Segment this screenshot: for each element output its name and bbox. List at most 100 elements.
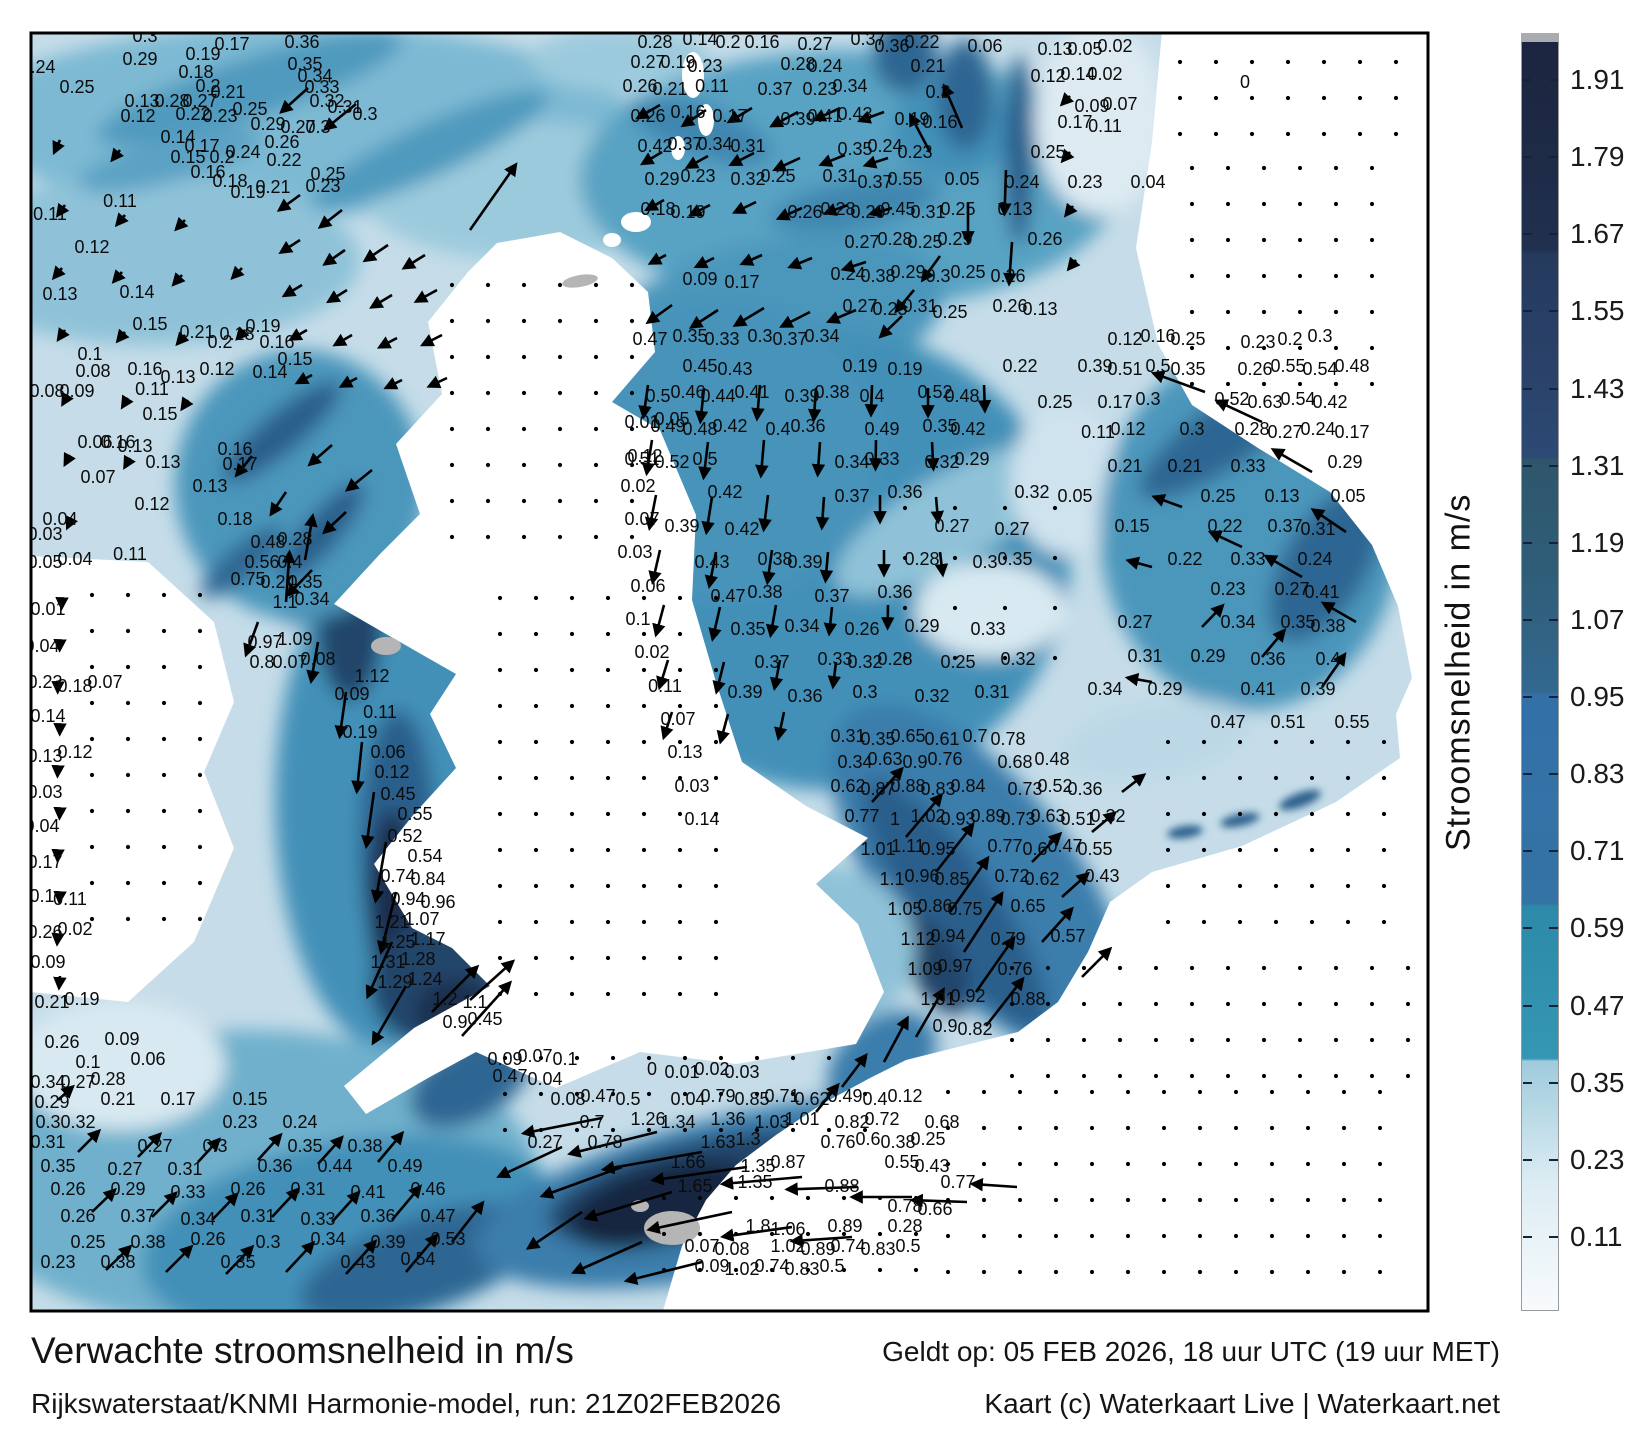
svg-text:0.22: 0.22 <box>904 32 939 52</box>
svg-text:0.16: 0.16 <box>1140 326 1175 346</box>
colorbar-tick-label: 1.43 <box>1570 372 1625 404</box>
svg-text:0: 0 <box>1240 72 1250 92</box>
svg-text:0.39: 0.39 <box>780 109 815 129</box>
svg-text:1.26: 1.26 <box>630 1109 665 1129</box>
svg-text:0.3: 0.3 <box>972 552 997 572</box>
map-title: Verwachte stroomsnelheid in m/s <box>31 1330 574 1371</box>
svg-text:0.13: 0.13 <box>1037 39 1072 59</box>
svg-text:0.06: 0.06 <box>130 1049 165 1069</box>
svg-text:0.04: 0.04 <box>57 549 92 569</box>
svg-text:0.22: 0.22 <box>1167 549 1202 569</box>
svg-text:0.33: 0.33 <box>817 649 852 669</box>
svg-text:0.31: 0.31 <box>730 136 765 156</box>
svg-text:0.07: 0.07 <box>517 1046 552 1066</box>
svg-text:0.35: 0.35 <box>672 326 707 346</box>
svg-text:1.35: 1.35 <box>740 1156 775 1176</box>
svg-text:0.29: 0.29 <box>890 262 925 282</box>
svg-text:1.02: 1.02 <box>770 1236 805 1256</box>
svg-text:0.38: 0.38 <box>1310 616 1345 636</box>
svg-text:0.3: 0.3 <box>305 117 330 137</box>
svg-text:0.3: 0.3 <box>747 326 772 346</box>
svg-text:0.13: 0.13 <box>1022 299 1057 319</box>
svg-text:0.27: 0.27 <box>107 1159 142 1179</box>
model-run-caption: Rijkswaterstaat/KNMI Harmonie-model, run… <box>31 1388 782 1419</box>
svg-text:0.38: 0.38 <box>747 582 782 602</box>
svg-text:1.17: 1.17 <box>410 929 445 949</box>
svg-text:0.05: 0.05 <box>944 169 979 189</box>
svg-text:1.12: 1.12 <box>900 929 935 949</box>
svg-text:0.1: 0.1 <box>552 1049 577 1069</box>
svg-text:0.05: 0.05 <box>1067 39 1102 59</box>
svg-text:0.4: 0.4 <box>859 386 884 406</box>
svg-text:0.11: 0.11 <box>363 702 397 722</box>
svg-text:0.73: 0.73 <box>1000 809 1035 829</box>
svg-text:0.23: 0.23 <box>1210 579 1245 599</box>
svg-text:0.16: 0.16 <box>190 162 225 182</box>
svg-text:0.47: 0.47 <box>580 1086 615 1106</box>
svg-text:0.26: 0.26 <box>1237 359 1272 379</box>
svg-text:0.19: 0.19 <box>660 52 695 72</box>
svg-text:0.19: 0.19 <box>842 356 877 376</box>
svg-text:0.27: 0.27 <box>994 519 1029 539</box>
svg-text:0.26: 0.26 <box>264 132 299 152</box>
svg-text:1.01: 1.01 <box>784 1109 819 1129</box>
svg-text:0.39: 0.39 <box>1077 356 1112 376</box>
svg-text:0.22: 0.22 <box>1002 356 1037 376</box>
svg-text:0.38: 0.38 <box>100 1252 135 1272</box>
svg-text:0.03: 0.03 <box>674 776 709 796</box>
svg-text:1.01: 1.01 <box>920 989 955 1009</box>
svg-text:0.3: 0.3 <box>925 82 950 102</box>
svg-text:0.35: 0.35 <box>287 572 322 592</box>
svg-text:0.27: 0.27 <box>630 52 665 72</box>
svg-text:0.35: 0.35 <box>837 139 872 159</box>
svg-text:0.43: 0.43 <box>1084 866 1119 886</box>
svg-text:0.12: 0.12 <box>199 359 234 379</box>
svg-text:0.51: 0.51 <box>1107 359 1142 379</box>
svg-text:0.19: 0.19 <box>185 44 220 64</box>
svg-text:0.34: 0.34 <box>697 134 732 154</box>
svg-text:0.32: 0.32 <box>924 452 959 472</box>
svg-text:1.07: 1.07 <box>404 909 439 929</box>
svg-text:0.3: 0.3 <box>255 1232 280 1252</box>
svg-text:0.29: 0.29 <box>1190 646 1225 666</box>
svg-text:0.33: 0.33 <box>704 329 739 349</box>
svg-text:0.27: 0.27 <box>1267 422 1302 442</box>
svg-text:0.82: 0.82 <box>957 1019 992 1039</box>
svg-text:1.1: 1.1 <box>462 992 487 1012</box>
svg-text:0.25: 0.25 <box>70 1232 105 1252</box>
svg-text:0.35: 0.35 <box>287 1136 322 1156</box>
svg-text:0.24: 0.24 <box>20 57 55 77</box>
svg-text:0.07: 0.07 <box>272 652 307 672</box>
svg-text:0.08: 0.08 <box>714 1239 749 1259</box>
svg-text:0.12: 0.12 <box>74 237 109 257</box>
svg-text:0.22: 0.22 <box>266 150 301 170</box>
svg-text:0.42: 0.42 <box>724 519 759 539</box>
svg-text:0.49: 0.49 <box>650 416 685 436</box>
svg-text:0.72: 0.72 <box>994 866 1029 886</box>
svg-text:1.3: 1.3 <box>735 1129 760 1149</box>
svg-text:0.11: 0.11 <box>135 379 169 399</box>
svg-text:0.89: 0.89 <box>800 1239 835 1259</box>
svg-text:0.17: 0.17 <box>184 136 219 156</box>
svg-text:0.18: 0.18 <box>57 676 92 696</box>
svg-text:0.39: 0.39 <box>784 386 819 406</box>
svg-text:0.12: 0.12 <box>887 1086 922 1106</box>
svg-text:0.09: 0.09 <box>104 1029 139 1049</box>
svg-text:0.24: 0.24 <box>1297 549 1332 569</box>
svg-text:0.43: 0.43 <box>837 104 872 124</box>
svg-text:0.12: 0.12 <box>1110 419 1145 439</box>
svg-text:0.28: 0.28 <box>90 1069 125 1089</box>
svg-text:0.13: 0.13 <box>117 436 152 456</box>
svg-text:1.24: 1.24 <box>407 969 442 989</box>
svg-text:0.61: 0.61 <box>924 729 959 749</box>
svg-text:0.09: 0.09 <box>487 1049 522 1069</box>
svg-text:0.08: 0.08 <box>29 381 64 401</box>
svg-text:0.55: 0.55 <box>1334 712 1369 732</box>
svg-text:0.38: 0.38 <box>347 1136 382 1156</box>
svg-text:0.52: 0.52 <box>387 826 422 846</box>
svg-text:0.72: 0.72 <box>864 1109 899 1129</box>
svg-text:0.32: 0.32 <box>730 169 765 189</box>
svg-text:0.05: 0.05 <box>1057 486 1092 506</box>
svg-text:0.52: 0.52 <box>654 452 689 472</box>
svg-text:0.92: 0.92 <box>950 986 985 1006</box>
